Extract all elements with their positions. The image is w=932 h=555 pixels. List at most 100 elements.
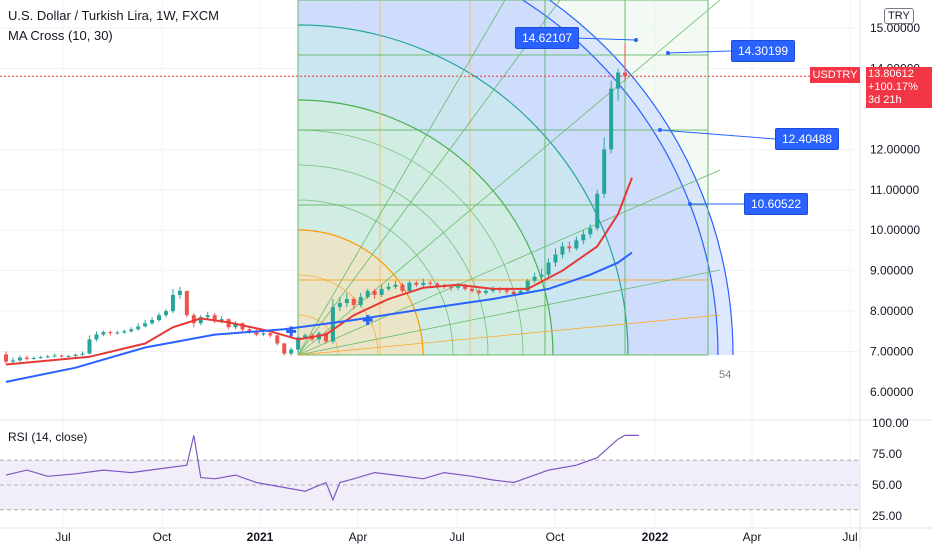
candle-body <box>449 286 454 288</box>
candle-body <box>177 290 182 295</box>
time-tick-label: Jul <box>55 530 70 544</box>
candle-body <box>470 288 475 291</box>
candle-body <box>553 254 558 263</box>
rsi-tick-label: 25.00 <box>872 509 902 523</box>
candle-body <box>386 286 391 289</box>
candle-body <box>428 282 433 284</box>
candle-body <box>143 323 148 327</box>
price-callout-4[interactable]: 10.60522 <box>744 193 809 215</box>
candle-body <box>330 307 335 342</box>
candle-body <box>115 332 120 334</box>
candle-body <box>483 290 488 293</box>
candle-body <box>31 358 36 360</box>
time-tick-label: Apr <box>349 530 368 544</box>
time-tick-label: 2021 <box>247 530 274 544</box>
candle-body <box>136 326 141 330</box>
candle-body <box>400 284 405 291</box>
candle-body <box>476 290 481 293</box>
candle-body <box>358 296 363 306</box>
candle-body <box>344 298 349 304</box>
rsi-tick-label: 50.00 <box>872 478 902 492</box>
candle-body <box>435 283 440 287</box>
callout-anchor <box>658 128 662 132</box>
candle-body <box>567 246 572 249</box>
candle-body <box>191 315 196 324</box>
gann-fan-line <box>297 314 721 356</box>
candle-body <box>170 294 175 312</box>
callout-anchor <box>666 51 670 55</box>
gann-box-border <box>297 0 709 356</box>
gann-arc <box>297 229 424 356</box>
candle-body <box>247 329 252 332</box>
candle-body <box>289 349 294 354</box>
candle-body <box>268 333 273 336</box>
candle-body <box>150 320 155 324</box>
candle-body <box>66 356 71 358</box>
candle-body <box>10 360 15 362</box>
ma-slow-line <box>5 251 633 383</box>
current-price-change: +100.17% <box>868 81 918 93</box>
candle-body <box>219 319 224 322</box>
symbol-title: U.S. Dollar / Turkish Lira, 1W, FXCM <box>8 8 219 23</box>
gann-fan-line <box>297 0 561 356</box>
price-callout-3[interactable]: 12.40488 <box>775 128 840 150</box>
time-tick-label: Jul <box>449 530 464 544</box>
candle-body <box>24 357 29 359</box>
current-price-value: 13.80612 <box>868 68 914 80</box>
candle-body <box>595 193 600 229</box>
candle-body <box>38 357 43 359</box>
candle-body <box>623 72 628 77</box>
candle-body <box>414 282 419 285</box>
callout-anchor <box>688 202 692 206</box>
candle-body <box>539 274 544 277</box>
candle-body <box>463 286 468 289</box>
time-tick-label: 2022 <box>642 530 669 544</box>
candle-body <box>17 357 22 361</box>
currency-badge[interactable]: TRY <box>884 8 914 24</box>
rsi-line <box>5 434 639 502</box>
gann-fan-line <box>297 269 721 356</box>
candle-body <box>157 315 162 321</box>
callout-connector <box>574 37 637 41</box>
current-price-box: 13.80612 +100.17% 3d 21h <box>866 67 932 108</box>
callout-connector <box>667 50 732 54</box>
bar-countdown: 3d 21h <box>868 94 902 106</box>
candle-body <box>323 333 328 342</box>
gann-arc <box>297 24 629 356</box>
price-tick-label: 7.00000 <box>870 345 914 359</box>
price-callout-1[interactable]: 14.62107 <box>515 27 580 49</box>
candle-body <box>233 323 238 328</box>
gann-arc <box>297 164 489 356</box>
gann-box-drawing <box>297 0 734 356</box>
symbol-price-flag: USDTRY <box>810 67 860 83</box>
candle-body <box>122 331 127 333</box>
candle-body <box>80 353 85 355</box>
price-callout-2[interactable]: 14.30199 <box>731 40 796 62</box>
price-tick-label: 6.00000 <box>870 385 914 399</box>
candle-body <box>101 332 106 335</box>
candle-body <box>574 240 579 249</box>
time-tick-label: Oct <box>546 530 565 544</box>
gann-arc <box>297 199 454 356</box>
candle-body <box>45 356 50 358</box>
rsi-tick-label: 75.00 <box>872 447 902 461</box>
price-tick-label: 8.00000 <box>870 304 914 318</box>
candle-body <box>303 335 308 338</box>
time-tick-label: Oct <box>153 530 172 544</box>
ma-cross-marker <box>362 315 373 326</box>
candle-body <box>393 284 398 287</box>
candle-body <box>504 290 509 292</box>
gann-arc <box>297 314 339 356</box>
callout-anchor <box>634 38 638 42</box>
candle-body <box>421 282 426 285</box>
time-tick-label: Apr <box>743 530 762 544</box>
price-tick-label: 9.00000 <box>870 264 914 278</box>
candle-body <box>351 298 356 306</box>
gann-arc <box>297 99 554 356</box>
price-tick-label: 12.00000 <box>870 142 920 156</box>
candle-body <box>456 286 461 288</box>
candle-body <box>184 290 189 316</box>
candle-body <box>616 72 621 89</box>
